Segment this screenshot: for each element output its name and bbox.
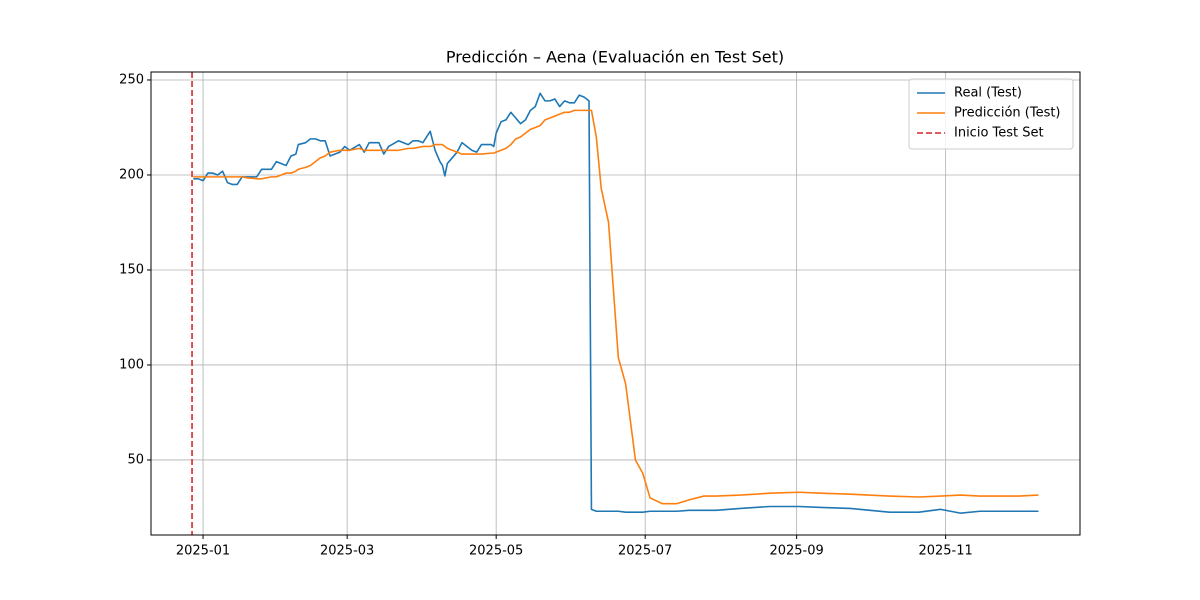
x-tick-label: 2025-07	[618, 544, 672, 559]
legend-label: Inicio Test Set	[954, 126, 1044, 141]
chart-title: Predicción – Aena (Evaluación en Test Se…	[446, 48, 784, 67]
x-tick-label: 2025-01	[176, 544, 230, 559]
x-tick-label: 2025-09	[769, 544, 823, 559]
y-tick-label: 200	[119, 167, 144, 182]
y-tick-label: 150	[119, 262, 144, 277]
legend: Real (Test) Predicción (Test) Inicio Test …	[908, 78, 1074, 150]
data-line	[193, 92, 1039, 514]
x-tick-label: 2025-03	[320, 544, 374, 559]
data-line	[193, 109, 1039, 505]
y-tick-label: 100	[119, 357, 144, 372]
legend-label: Predicción (Test)	[954, 106, 1061, 121]
x-tick-label: 2025-05	[469, 544, 523, 559]
y-tick-label: 50	[127, 452, 144, 467]
y-tick-label: 250	[119, 72, 144, 87]
legend-label: Real (Test)	[954, 86, 1022, 101]
legend-box	[908, 78, 1074, 150]
plot-frame	[150, 71, 1081, 536]
x-tick-label: 2025-11	[918, 544, 972, 559]
